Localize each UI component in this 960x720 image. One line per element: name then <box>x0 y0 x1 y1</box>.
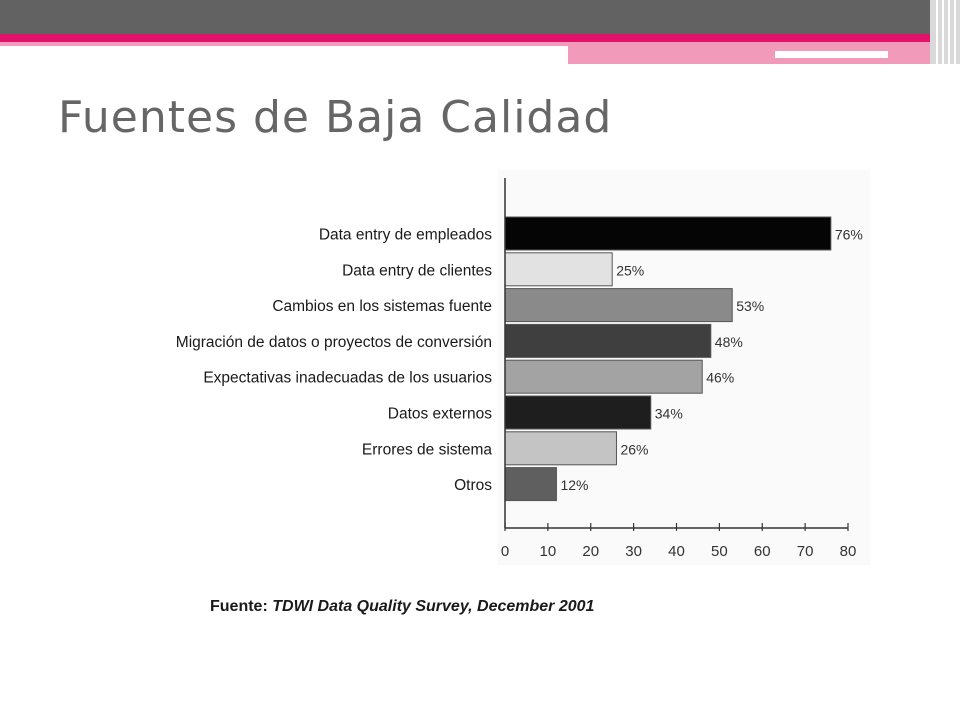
category-label: Migración de datos o proyectos de conver… <box>176 334 492 351</box>
bar <box>504 323 712 358</box>
bar <box>504 431 617 466</box>
x-tick-label: 60 <box>754 543 771 560</box>
value-label: 25% <box>616 262 644 278</box>
value-label: 12% <box>560 477 588 493</box>
bar <box>504 252 613 287</box>
header-bar <box>0 0 960 34</box>
value-label: 53% <box>736 298 764 314</box>
bar <box>504 467 557 502</box>
x-tick-label: 20 <box>582 543 599 560</box>
category-label: Datos externos <box>388 406 492 423</box>
category-label: Data entry de clientes <box>342 262 492 279</box>
category-label: Expectativas inadecuadas de los usuarios <box>203 370 492 387</box>
bar <box>504 216 832 251</box>
value-label: 34% <box>655 406 683 422</box>
category-label: Errores de sistema <box>362 441 492 458</box>
value-label: 76% <box>835 227 863 243</box>
bar <box>504 288 733 323</box>
x-tick-label: 40 <box>668 543 685 560</box>
accent-stripe-light <box>0 42 568 46</box>
decorative-lines <box>930 0 960 64</box>
source-text: TDWI Data Quality Survey, December 2001 <box>272 598 595 615</box>
source-label: Fuente: <box>210 598 268 615</box>
accent-stripe <box>0 34 930 42</box>
x-tick-label: 80 <box>840 543 857 560</box>
bar <box>504 359 703 394</box>
category-label: Cambios en los sistemas fuente <box>272 298 492 315</box>
x-tick-label: 70 <box>797 543 814 560</box>
source-note: Fuente: TDWI Data Quality Survey, Decemb… <box>210 598 594 616</box>
bar <box>504 395 652 430</box>
value-label: 46% <box>706 370 734 386</box>
x-tick-label: 30 <box>625 543 642 560</box>
category-label: Otros <box>454 477 492 494</box>
x-tick-label: 10 <box>540 543 557 560</box>
x-tick-label: 50 <box>711 543 728 560</box>
slide-title: Fuentes de Baja Calidad <box>58 92 613 143</box>
bars-group <box>504 216 832 502</box>
accent-tab-underline <box>775 58 930 64</box>
category-label: Data entry de empleados <box>319 227 492 244</box>
value-label: 48% <box>715 334 743 350</box>
value-label: 26% <box>620 441 648 457</box>
x-tick-label: 0 <box>501 543 509 560</box>
value-labels-group: 76% 25% 53% 48% 46% 34% 26% 12% <box>560 227 862 494</box>
category-labels-group: Data entry de empleados Data entry de cli… <box>176 227 493 495</box>
x-axis: 0 10 20 30 40 50 60 70 80 <box>501 178 857 560</box>
